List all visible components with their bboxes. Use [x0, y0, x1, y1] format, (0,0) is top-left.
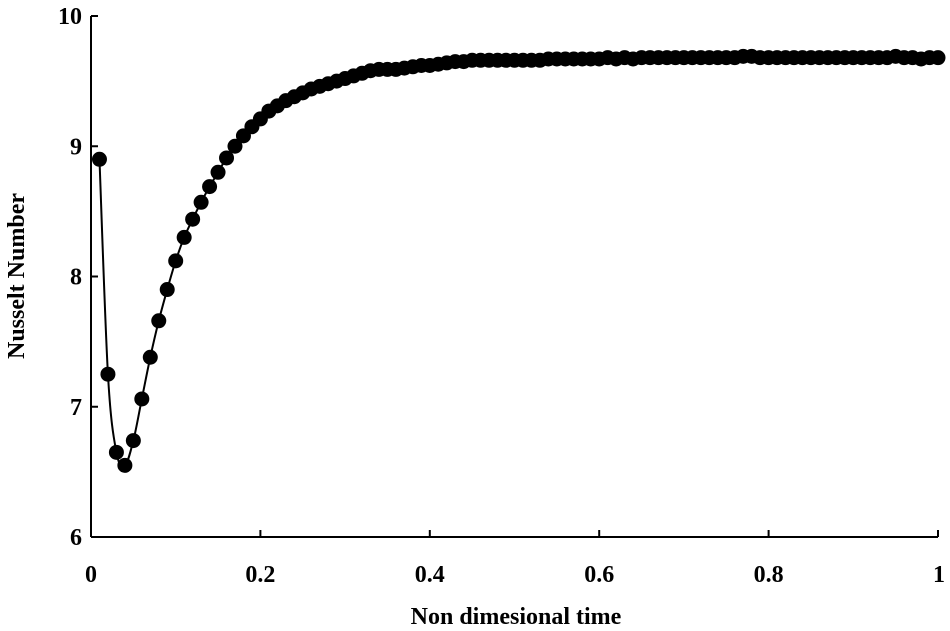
x-tick-label: 0.2 [245, 562, 275, 588]
x-tick-label: 0.8 [754, 562, 784, 588]
x-tick-label: 1 [933, 562, 945, 588]
data-point [185, 211, 201, 227]
data-point [193, 194, 209, 210]
data-point [134, 391, 150, 407]
data-point [168, 253, 184, 269]
x-ticks: 0 0.2 0.4 0.6 0.8 1 [85, 530, 945, 588]
data-point [176, 229, 192, 245]
y-tick-label: 9 [70, 134, 82, 160]
x-tick-label: 0 [85, 562, 97, 588]
x-axis-title: Non dimesional time [411, 604, 622, 630]
data-point [151, 313, 167, 329]
data-point [100, 366, 116, 382]
x-tick-label: 0.6 [584, 562, 614, 588]
y-ticks: 6 7 8 9 10 [58, 4, 98, 551]
x-tick-label: 0.4 [415, 562, 445, 588]
data-point [125, 433, 141, 449]
data-point [108, 444, 124, 460]
data-point [219, 150, 235, 166]
data-point [142, 349, 158, 365]
y-tick-label: 10 [58, 4, 82, 30]
data-point [227, 138, 243, 154]
y-tick-label: 6 [70, 525, 82, 551]
data-point [210, 164, 226, 180]
y-tick-label: 8 [70, 265, 82, 291]
data-point [91, 151, 107, 167]
data-point [117, 457, 133, 473]
data-point [930, 50, 946, 66]
data-markers [91, 48, 946, 473]
y-axis-title: Nusselt Number [4, 193, 30, 359]
data-point [202, 179, 218, 195]
data-point [159, 282, 175, 298]
y-tick-label: 7 [70, 395, 82, 421]
